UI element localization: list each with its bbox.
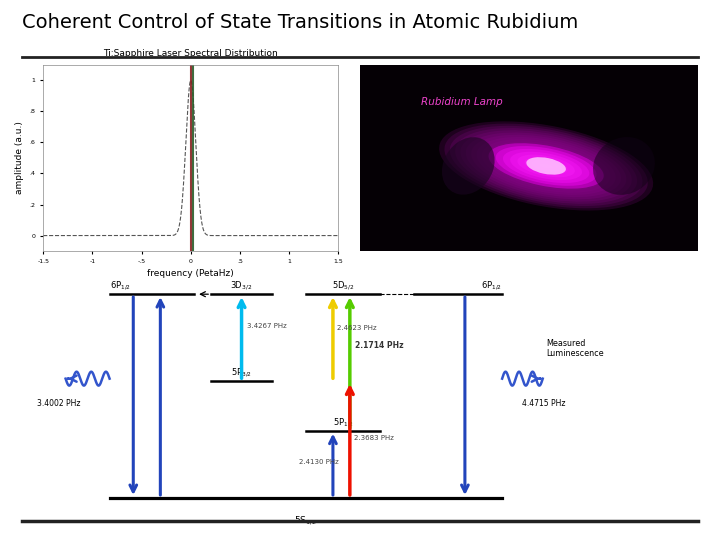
Text: 5P$_{3/2}$: 5P$_{3/2}$ bbox=[231, 366, 252, 379]
Ellipse shape bbox=[477, 137, 616, 195]
Ellipse shape bbox=[539, 163, 553, 169]
Ellipse shape bbox=[510, 152, 582, 180]
X-axis label: frequency (PetaHz): frequency (PetaHz) bbox=[148, 269, 234, 278]
Text: 3.4002 PHz: 3.4002 PHz bbox=[37, 399, 81, 408]
Text: Coherent Control of State Transitions in Atomic Rubidium: Coherent Control of State Transitions in… bbox=[22, 14, 578, 32]
Ellipse shape bbox=[461, 130, 631, 201]
Ellipse shape bbox=[593, 137, 655, 195]
Ellipse shape bbox=[526, 157, 566, 174]
Ellipse shape bbox=[519, 155, 573, 177]
Ellipse shape bbox=[492, 144, 600, 188]
Text: 4.4715 PHz: 4.4715 PHz bbox=[522, 399, 566, 408]
Ellipse shape bbox=[455, 128, 637, 204]
Ellipse shape bbox=[496, 146, 596, 186]
Text: 6P$_{1/2}$: 6P$_{1/2}$ bbox=[481, 279, 502, 292]
Text: Rubidium Lamp: Rubidium Lamp bbox=[421, 97, 503, 107]
Ellipse shape bbox=[514, 153, 578, 179]
Text: 2.3683 PHz: 2.3683 PHz bbox=[354, 435, 394, 441]
Ellipse shape bbox=[450, 126, 642, 206]
Ellipse shape bbox=[525, 157, 567, 174]
Ellipse shape bbox=[466, 132, 626, 199]
Ellipse shape bbox=[487, 141, 605, 191]
Text: 5D$_{5/2}$: 5D$_{5/2}$ bbox=[332, 279, 354, 292]
Ellipse shape bbox=[482, 139, 611, 193]
Ellipse shape bbox=[518, 154, 575, 177]
Text: 2.4130 PHz: 2.4130 PHz bbox=[299, 460, 339, 465]
Text: 5P$_{1/2}$: 5P$_{1/2}$ bbox=[333, 416, 354, 429]
Ellipse shape bbox=[442, 137, 495, 195]
Text: 3D$_{3/2}$: 3D$_{3/2}$ bbox=[230, 279, 253, 292]
Ellipse shape bbox=[439, 122, 653, 211]
Ellipse shape bbox=[471, 134, 621, 197]
Text: 3.4267 PHz: 3.4267 PHz bbox=[247, 323, 287, 329]
Y-axis label: amplitude (a.u.): amplitude (a.u.) bbox=[15, 122, 24, 194]
Ellipse shape bbox=[503, 149, 589, 183]
Ellipse shape bbox=[525, 157, 567, 175]
Title: Ti:Sapphire Laser Spectral Distribution: Ti:Sapphire Laser Spectral Distribution bbox=[104, 50, 278, 58]
Text: Measured
Luminescence: Measured Luminescence bbox=[546, 339, 604, 359]
Ellipse shape bbox=[503, 148, 589, 184]
Text: 2.1714 PHz: 2.1714 PHz bbox=[354, 341, 403, 349]
Text: 6P$_{1/2}$: 6P$_{1/2}$ bbox=[109, 279, 131, 292]
Text: 2.4623 PHz: 2.4623 PHz bbox=[337, 325, 377, 331]
Ellipse shape bbox=[498, 146, 594, 186]
Ellipse shape bbox=[489, 143, 603, 188]
Ellipse shape bbox=[532, 160, 560, 172]
Text: 5S$_{1/2}$: 5S$_{1/2}$ bbox=[294, 514, 318, 527]
Ellipse shape bbox=[508, 150, 584, 181]
Ellipse shape bbox=[444, 124, 648, 208]
